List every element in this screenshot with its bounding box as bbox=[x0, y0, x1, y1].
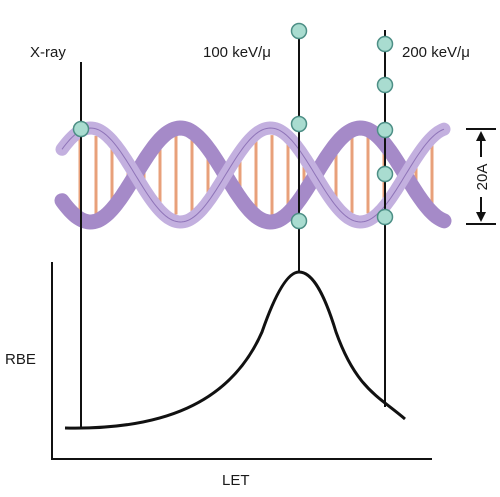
ionization-200kev-3 bbox=[376, 121, 394, 139]
scale-bar: 20A bbox=[466, 128, 496, 225]
y-axis-label: RBE bbox=[5, 351, 36, 368]
200kev-label: 200 keV/μ bbox=[402, 44, 470, 61]
ionization-100kev-2 bbox=[290, 115, 308, 133]
scale-bar-up-arrow bbox=[476, 131, 486, 141]
rbe-curve bbox=[64, 270, 406, 430]
ionization-200kev-4 bbox=[376, 165, 394, 183]
dna-strand-back bbox=[54, 120, 452, 230]
ionization-200kev-5 bbox=[376, 208, 394, 226]
scale-bar-down-arrow bbox=[476, 212, 486, 222]
ionization-100kev-3 bbox=[290, 212, 308, 230]
ionization-200kev-2 bbox=[376, 76, 394, 94]
ionization-100kev-1 bbox=[290, 22, 308, 40]
xray-label: X-ray bbox=[30, 44, 66, 61]
100kev-label: 100 keV/μ bbox=[203, 44, 271, 61]
ionization-200kev-1 bbox=[376, 35, 394, 53]
ionization-xray-1 bbox=[72, 120, 90, 138]
x-axis-label: LET bbox=[222, 472, 250, 489]
scale-bar-label: 20A bbox=[474, 164, 491, 191]
ionization-events bbox=[72, 22, 394, 230]
rbe-let-axes bbox=[51, 262, 432, 460]
